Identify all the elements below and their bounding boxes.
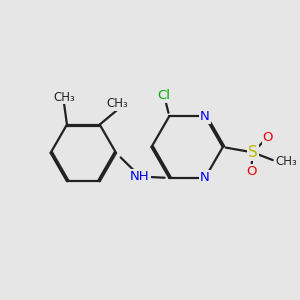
Text: O: O	[246, 165, 256, 178]
Text: CH₃: CH₃	[106, 97, 128, 110]
Text: NH: NH	[130, 170, 150, 183]
Text: CH₃: CH₃	[275, 154, 297, 168]
Text: N: N	[200, 110, 210, 123]
Text: Cl: Cl	[158, 88, 170, 102]
Text: S: S	[248, 145, 257, 160]
Text: O: O	[262, 130, 273, 144]
Text: N: N	[200, 172, 210, 184]
Text: CH₃: CH₃	[53, 91, 75, 103]
